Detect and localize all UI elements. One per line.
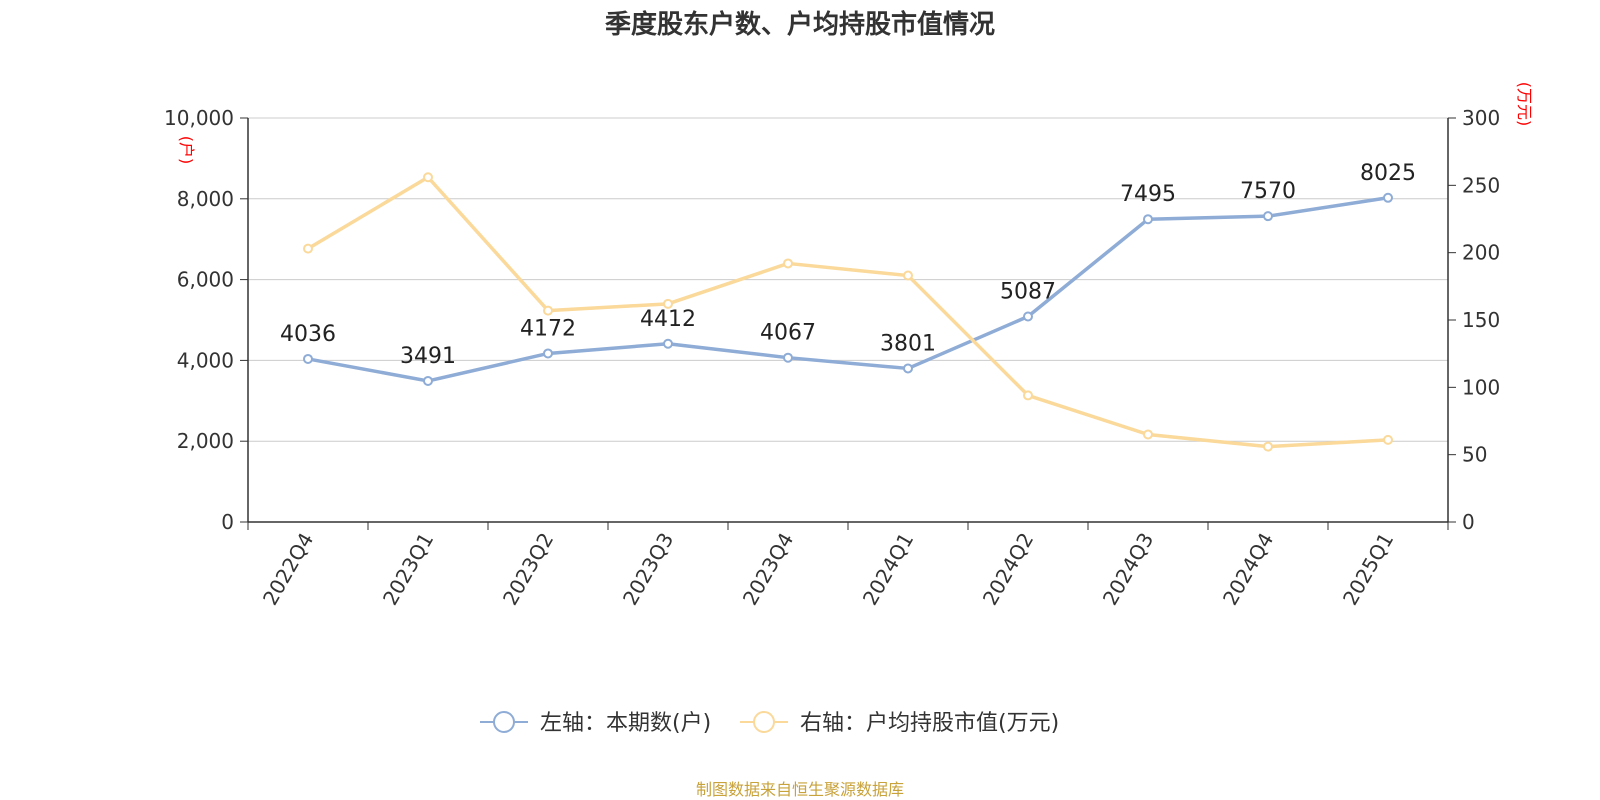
x-axis-tick-label: 2024Q4 (1218, 529, 1278, 610)
right-axis-tick-label: 200 (1462, 241, 1500, 265)
series-line-avg-value (307, 175, 1389, 449)
point-holders (783, 352, 793, 363)
data-label: 7495 (1120, 182, 1176, 207)
legend-item-holders[interactable]: 左轴：本期数(户) (480, 711, 711, 736)
point-avg-value (1263, 441, 1273, 452)
point-avg-value (663, 298, 673, 309)
data-label: 7570 (1240, 179, 1296, 204)
data-labels: 4036 3491 4172 4412 4067 3801 5087 7495 7570 8025 (280, 161, 1416, 369)
grid-lines (248, 117, 1448, 442)
left-axis-tick-label: 10,000 (164, 106, 234, 130)
x-axis-tick-label: 2025Q1 (1338, 529, 1398, 610)
point-avg-value (1383, 434, 1393, 445)
legend[interactable]: 左轴：本期数(户) 右轴：户均持股市值(万元) (480, 711, 1059, 736)
point-avg-value (543, 305, 553, 316)
left-axis-tick-label: 0 (221, 510, 234, 534)
left-axis-tick-label: 4,000 (177, 348, 234, 372)
point-avg-value (423, 172, 433, 183)
data-label: 3491 (400, 344, 456, 369)
point-holders (903, 363, 913, 374)
point-holders (1263, 211, 1273, 222)
x-axis-tick-label: 2024Q2 (978, 529, 1038, 610)
left-axis-tick-label: 8,000 (177, 187, 234, 211)
point-avg-value (903, 270, 913, 281)
legend-marker (753, 711, 775, 733)
point-avg-value (1023, 390, 1033, 401)
source-note: 制图数据来自恒生聚源数据库 (695, 780, 904, 799)
point-avg-value (303, 243, 313, 254)
series-line-holders (307, 196, 1389, 383)
point-holders (1143, 214, 1153, 225)
left-axis-tick-label: 2,000 (177, 429, 234, 453)
data-label: 4172 (520, 316, 576, 341)
x-axis-tick-label: 2024Q1 (858, 529, 918, 610)
point-holders (543, 348, 553, 359)
x-axis-tick-label: 2022Q4 (258, 529, 318, 610)
x-axis-tick-label: 2023Q2 (498, 529, 558, 610)
series-layer (303, 172, 1393, 452)
x-axis-tick-label: 2023Q3 (618, 529, 678, 610)
chart-title: 季度股东户数、户均持股市值情况 (604, 10, 995, 40)
x-axis-tick-label: 2023Q4 (738, 529, 798, 610)
data-label: 4067 (760, 321, 816, 346)
right-axis-unit: (万元) (1515, 82, 1534, 127)
point-avg-value (1143, 429, 1153, 440)
x-axis-tick-label: 2024Q3 (1098, 529, 1158, 610)
right-axis-tick-label: 100 (1462, 375, 1500, 399)
point-holders (303, 353, 313, 364)
data-label: 5087 (1000, 279, 1056, 304)
left-axis-tick-label: 6,000 (177, 268, 234, 292)
right-axis-tick-label: 300 (1462, 106, 1500, 130)
legend-label: 左轴：本期数(户) (540, 711, 711, 736)
point-holders (1023, 311, 1033, 322)
legend-label: 右轴：户均持股市值(万元) (800, 711, 1059, 736)
point-holders (423, 375, 433, 386)
right-axis-tick-label: 50 (1462, 443, 1487, 467)
right-axis-tick-label: 150 (1462, 308, 1500, 332)
data-label: 4412 (640, 307, 696, 332)
data-label: 8025 (1360, 161, 1416, 186)
right-axis-tick-label: 0 (1462, 510, 1475, 534)
legend-marker (493, 711, 515, 733)
left-axis-unit: (户) (177, 136, 196, 165)
point-holders (1383, 192, 1393, 203)
right-axis-tick-label: 250 (1462, 173, 1500, 197)
point-holders (663, 338, 673, 349)
data-label: 4036 (280, 322, 336, 347)
point-avg-value (783, 258, 793, 269)
axes: 0 2,000 4,000 6,000 8,000 10,000 0 50 100 150 200 2… (164, 82, 1534, 609)
x-axis-tick-label: 2023Q1 (378, 529, 438, 610)
legend-item-avg-value[interactable]: 右轴：户均持股市值(万元) (740, 711, 1059, 736)
data-label: 3801 (880, 331, 936, 356)
